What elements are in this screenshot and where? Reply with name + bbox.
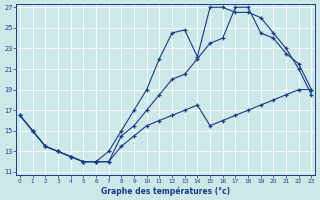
X-axis label: Graphe des températures (°c): Graphe des températures (°c) [101,186,230,196]
